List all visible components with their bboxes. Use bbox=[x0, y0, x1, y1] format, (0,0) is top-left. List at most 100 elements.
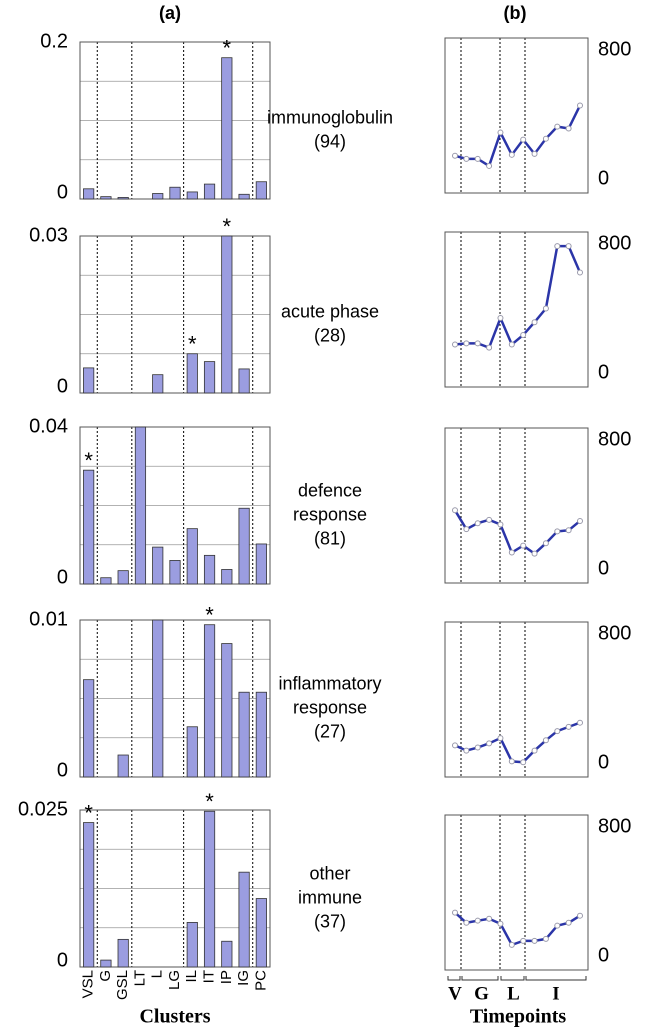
point bbox=[531, 550, 538, 557]
bar bbox=[152, 546, 164, 585]
point bbox=[463, 919, 470, 926]
point bbox=[520, 759, 527, 766]
x-tick-label: LT bbox=[131, 970, 148, 986]
point bbox=[554, 922, 561, 929]
row-label: immune bbox=[298, 887, 362, 907]
point bbox=[520, 542, 527, 549]
row-label: inflammatory bbox=[278, 673, 381, 693]
point bbox=[452, 507, 458, 514]
bar bbox=[100, 196, 112, 200]
bar bbox=[238, 193, 250, 200]
x-tick-label: L bbox=[149, 970, 166, 978]
x-tick-label: G bbox=[97, 970, 114, 982]
point bbox=[452, 909, 458, 916]
y-tick-label: 0.2 bbox=[40, 30, 68, 52]
point bbox=[542, 540, 549, 547]
point bbox=[452, 341, 458, 348]
plot-frame bbox=[444, 621, 589, 778]
y-tick-label: 0 bbox=[598, 361, 609, 383]
significance-star: * bbox=[223, 214, 232, 239]
y-tick-label: 0 bbox=[57, 181, 68, 203]
x-tick-label: IG bbox=[235, 970, 252, 986]
x-tick-label: VSL bbox=[80, 970, 97, 998]
brace bbox=[525, 976, 587, 981]
bar bbox=[255, 691, 267, 778]
point bbox=[508, 549, 515, 556]
row-label: (81) bbox=[314, 528, 346, 548]
point bbox=[486, 740, 493, 747]
series-line bbox=[454, 721, 581, 764]
point bbox=[474, 155, 481, 162]
point bbox=[565, 919, 572, 926]
bar bbox=[221, 643, 233, 778]
point bbox=[531, 937, 538, 944]
bar bbox=[238, 871, 250, 968]
bar bbox=[238, 691, 250, 778]
y-tick-label: 0.03 bbox=[29, 224, 68, 246]
bar bbox=[117, 570, 129, 585]
panel-b-title: (b) bbox=[504, 3, 527, 23]
point bbox=[463, 340, 470, 347]
significance-star: * bbox=[205, 789, 214, 814]
bar bbox=[117, 754, 129, 778]
point bbox=[474, 340, 481, 347]
point bbox=[577, 269, 583, 276]
row-label: response bbox=[293, 697, 367, 717]
point bbox=[531, 150, 538, 157]
y-tick-label: 0 bbox=[57, 949, 68, 971]
plot-frame bbox=[79, 235, 271, 394]
bar bbox=[221, 57, 233, 200]
point bbox=[554, 528, 561, 535]
row-label: (37) bbox=[314, 911, 346, 931]
row-label: (27) bbox=[314, 721, 346, 741]
row-label: response bbox=[293, 504, 367, 524]
point bbox=[452, 742, 458, 749]
point bbox=[577, 719, 583, 726]
bar bbox=[169, 560, 181, 585]
plot-frame bbox=[444, 37, 589, 194]
y-tick-label: 0.025 bbox=[18, 798, 68, 820]
y-tick-label: 800 bbox=[598, 622, 631, 644]
brace bbox=[500, 976, 525, 981]
x-axis-label: Clusters bbox=[139, 1006, 210, 1028]
significance-star: * bbox=[188, 332, 197, 357]
x-tick-label: IL bbox=[183, 970, 200, 983]
point bbox=[463, 747, 470, 754]
point bbox=[474, 744, 481, 751]
row-label: other bbox=[309, 863, 350, 883]
significance-star: * bbox=[84, 800, 93, 825]
point bbox=[497, 521, 504, 528]
point bbox=[577, 517, 583, 524]
y-tick-label: 800 bbox=[598, 38, 631, 60]
bar bbox=[203, 183, 216, 200]
point bbox=[486, 162, 493, 169]
point bbox=[497, 735, 504, 742]
plot-frame bbox=[444, 814, 589, 971]
series-line bbox=[454, 244, 582, 350]
point bbox=[554, 728, 561, 735]
plot-frame bbox=[79, 619, 271, 778]
bar bbox=[117, 197, 129, 200]
bar bbox=[203, 554, 216, 585]
point bbox=[531, 747, 538, 754]
bar bbox=[83, 188, 95, 200]
panel-a-title: (a) bbox=[159, 3, 181, 23]
point bbox=[508, 341, 515, 348]
brace bbox=[447, 976, 461, 981]
plot-frame bbox=[444, 427, 589, 584]
plot-frame bbox=[444, 231, 589, 388]
point bbox=[520, 331, 527, 338]
x-tick-label: IT bbox=[201, 970, 218, 983]
y-tick-label: 0 bbox=[57, 759, 68, 781]
point bbox=[508, 941, 515, 948]
point bbox=[565, 527, 572, 534]
point bbox=[565, 243, 572, 250]
point bbox=[554, 123, 561, 130]
x-tick-label: PC bbox=[252, 970, 269, 991]
x-tick-label: LG bbox=[166, 970, 183, 990]
bar bbox=[83, 822, 95, 968]
bar bbox=[152, 619, 164, 778]
bar bbox=[203, 810, 216, 968]
bar bbox=[83, 679, 95, 778]
